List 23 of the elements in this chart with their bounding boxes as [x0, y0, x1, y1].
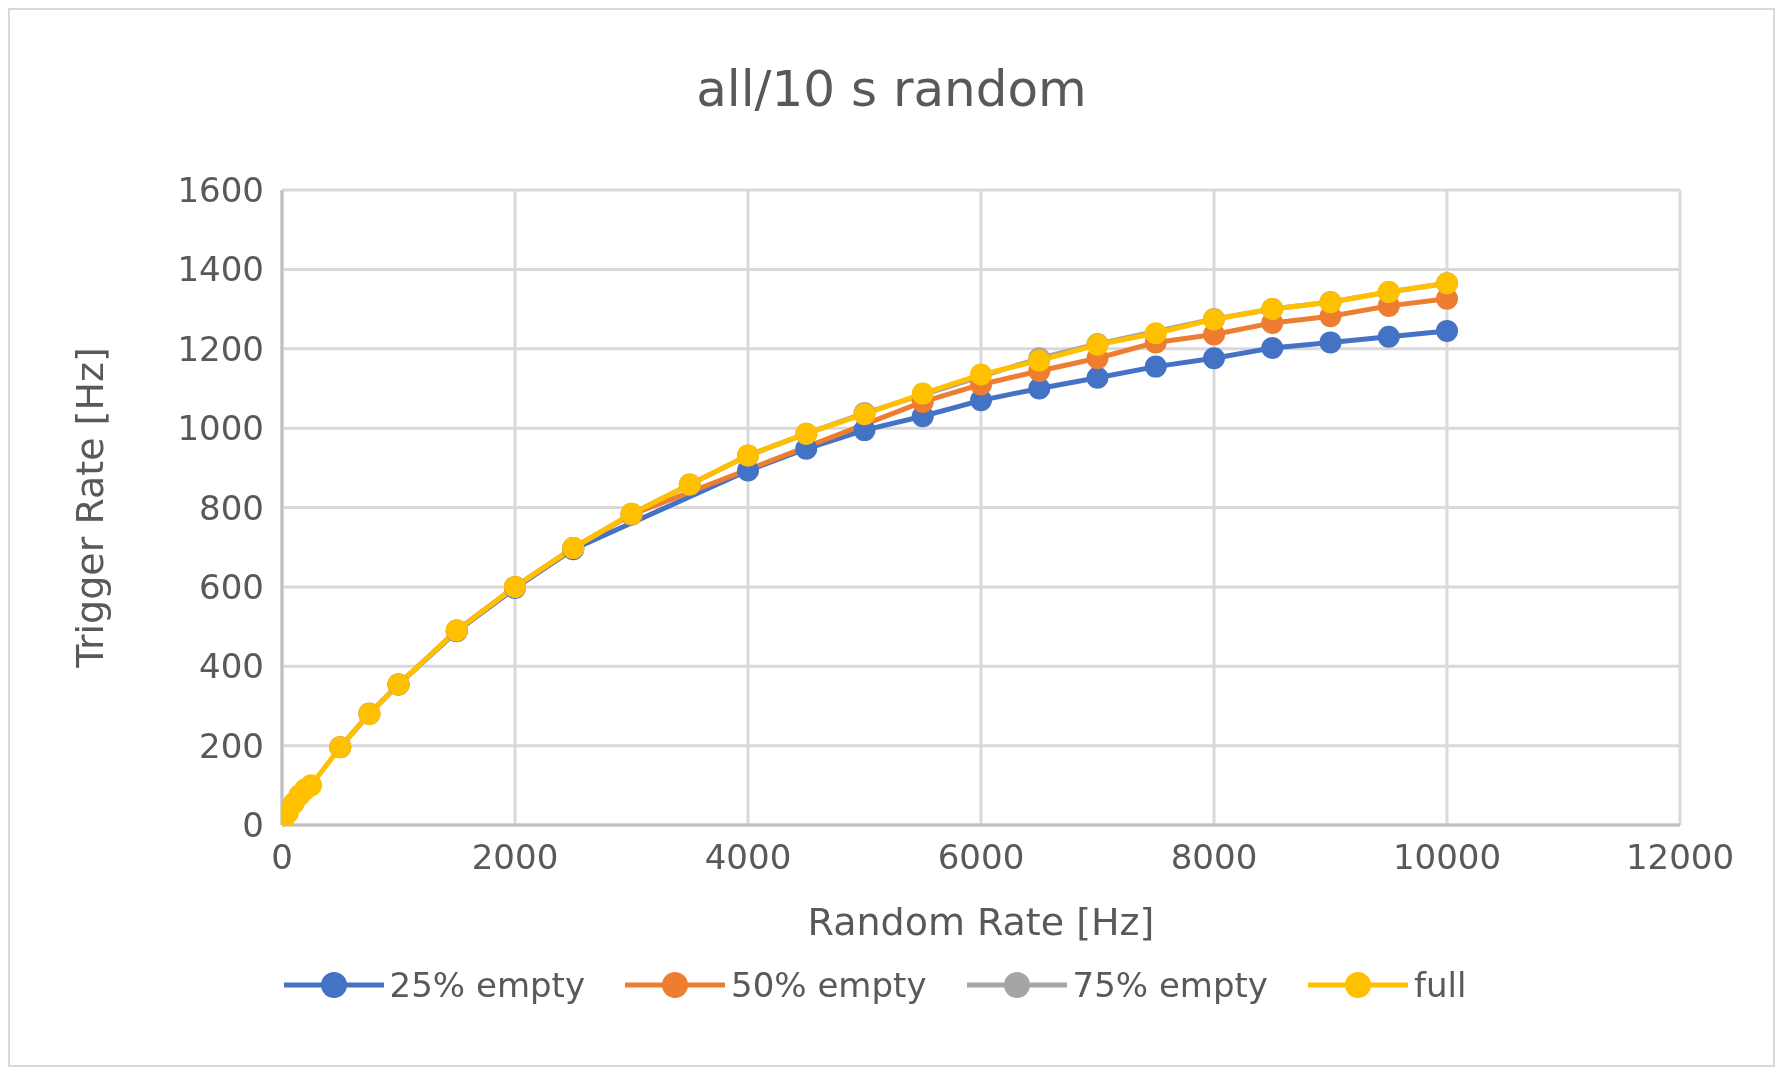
- legend-label: 50% empty: [731, 965, 927, 1005]
- chart-title: all/10 s random: [695, 60, 1088, 118]
- y-tick-label: 1400: [177, 249, 264, 290]
- y-tick-label: 200: [199, 725, 264, 766]
- y-tick-label: 1200: [177, 328, 264, 369]
- y-tick-label: 400: [199, 646, 264, 687]
- x-tick-label: 4000: [704, 837, 792, 878]
- x-tick-label: 12000: [1625, 837, 1735, 878]
- x-axis-title: Random Rate [Hz]: [807, 900, 1155, 944]
- y-tick-label: 600: [199, 566, 264, 607]
- legend-label: full: [1413, 965, 1467, 1005]
- legend-label: 25% empty: [389, 965, 586, 1005]
- x-tick-label: 6000: [937, 837, 1025, 878]
- x-tick-label: 8000: [1170, 837, 1258, 878]
- y-axis-title: Trigger Rate [Hz]: [68, 347, 113, 669]
- x-tick-label: 2000: [471, 837, 559, 878]
- y-tick-label: 800: [199, 487, 264, 528]
- x-tick-label: 10000: [1392, 837, 1502, 878]
- y-tick-label: 0: [242, 805, 264, 846]
- x-tick-label: 0: [271, 837, 293, 878]
- legend-label: 75% empty: [1072, 965, 1268, 1005]
- y-tick-label: 1600: [177, 170, 264, 211]
- y-tick-label: 1000: [177, 408, 264, 449]
